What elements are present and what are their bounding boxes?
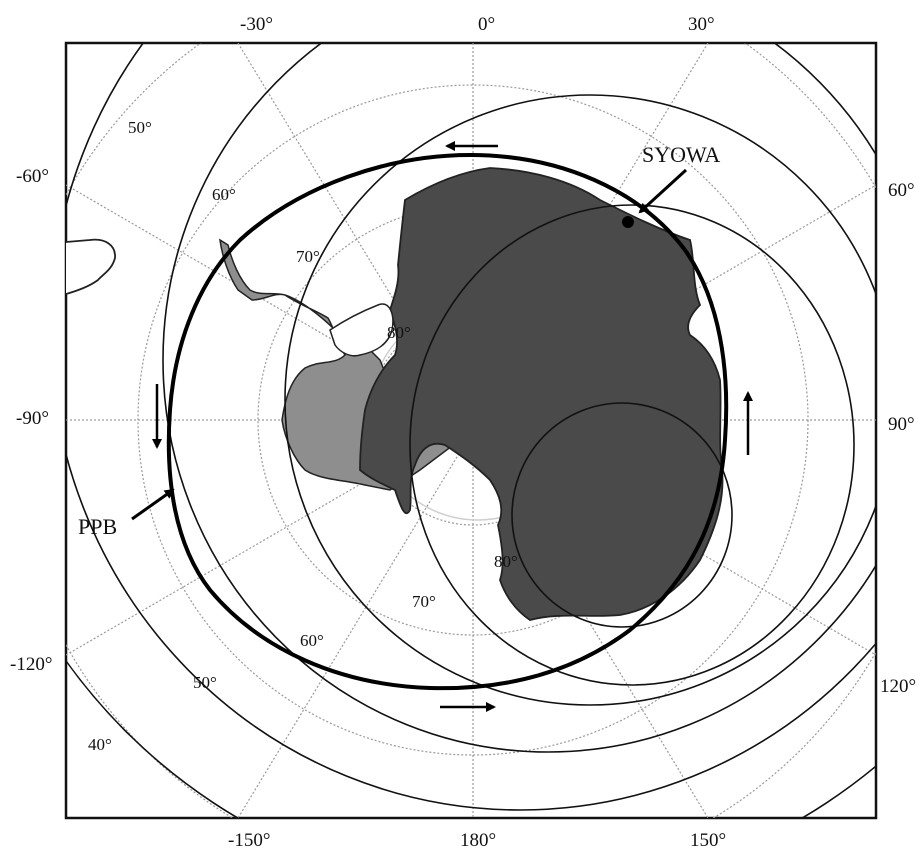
mag-lat-label-50: 50° bbox=[193, 673, 217, 692]
geo-lat-label-60: 60° bbox=[212, 185, 236, 204]
top-longitude-label: 0° bbox=[478, 14, 495, 35]
pointer-arrow-icon bbox=[638, 168, 688, 214]
mag-lat-label-60: 60° bbox=[300, 631, 324, 650]
right-latitude-label: 60° bbox=[888, 180, 915, 201]
geo-lat-label-70: 70° bbox=[296, 247, 320, 266]
bottom-longitude-label: 180° bbox=[460, 830, 496, 851]
geo-lat-label-80: 80° bbox=[387, 323, 411, 342]
boundary-label: PPB bbox=[78, 514, 117, 539]
right-latitude-label: 120° bbox=[880, 676, 916, 697]
south-america-coast bbox=[66, 238, 116, 295]
mag-lat-label-80: 80° bbox=[494, 552, 518, 571]
mag-lat-label-40: 40° bbox=[88, 735, 112, 754]
bottom-longitude-label: 150° bbox=[690, 830, 726, 851]
mag-lat-label-70: 70° bbox=[412, 592, 436, 611]
geo-lat-label-50: 50° bbox=[128, 118, 152, 137]
ice-shelf-notch bbox=[329, 303, 394, 357]
ppb-pointer-arrow-icon bbox=[131, 488, 175, 521]
top-longitude-label: 30° bbox=[688, 14, 715, 35]
right-latitude-label: 90° bbox=[888, 414, 915, 435]
station-dot-icon bbox=[622, 216, 634, 228]
left-latitude-label: -90° bbox=[16, 408, 49, 429]
left-latitude-label: -60° bbox=[16, 166, 49, 187]
station-label: SYOWA bbox=[642, 142, 720, 167]
left-latitude-label: -120° bbox=[10, 654, 52, 675]
bottom-longitude-label: -150° bbox=[228, 830, 270, 851]
top-longitude-label: -30° bbox=[240, 14, 273, 35]
polar-patch-boundary bbox=[166, 152, 729, 691]
